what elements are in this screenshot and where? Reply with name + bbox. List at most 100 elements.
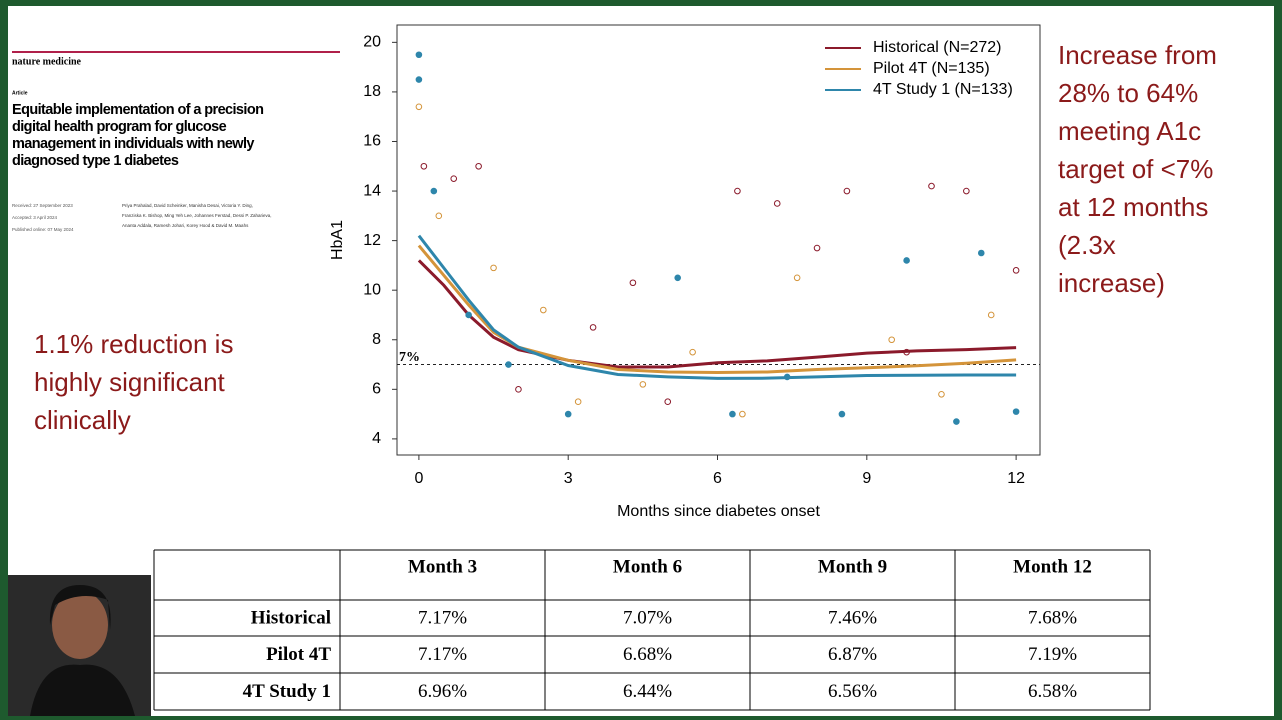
data-point [415,76,423,83]
slide-bg [8,6,1274,716]
data-point [589,324,597,331]
right-note: meeting A1c [1058,116,1201,146]
legend-label: 4T Study 1 (N=133) [873,81,1013,98]
paper-authors: Priya Prahalad, David Scheinker, Manisha… [122,203,253,208]
data-point [734,187,741,195]
x-tick-label: 9 [862,470,871,487]
trend-line [417,259,1017,369]
paper-title: digital health program for glucose [12,119,227,135]
data-point [689,348,696,356]
table-row-label: Historical [251,607,331,628]
left-note: 1.1% reduction is [34,329,233,359]
data-point [963,187,970,195]
data-point [415,51,423,59]
table-header: Month 9 [818,556,887,577]
data-point [639,381,647,388]
legend-label: Historical (N=272) [873,39,1001,56]
y-tick-label: 8 [372,331,381,348]
data-point [435,212,443,220]
data-point [843,187,851,195]
data-point [1012,267,1020,274]
trend-line [417,244,1017,374]
data-point [515,386,522,393]
data-point [629,279,637,287]
data-point [505,361,512,368]
table-cell: 7.19% [1028,644,1077,665]
x-tick-label: 3 [564,470,573,487]
speaker-body [30,664,135,716]
y-tick-label: 6 [372,381,381,398]
table-cell: 7.46% [828,607,877,628]
data-point [664,398,672,406]
data-point [987,311,995,319]
plot-frame [396,24,1041,456]
paper-title: Equitable implementation of a precision [12,102,263,118]
right-note: (2.3x [1058,230,1116,260]
y-tick-label: 14 [363,182,381,199]
y-tick-label: 20 [363,34,381,51]
table-header: Month 12 [1013,556,1092,577]
paper-date: Received: 27 September 2023 [12,203,73,208]
data-point [490,264,497,272]
x-tick-label: 6 [713,470,722,487]
table-cell: 7.68% [1028,607,1077,628]
paper-date: Accepted: 3 April 2024 [12,215,58,220]
article-kind: Article [12,90,28,96]
table-cell: 6.87% [828,644,877,665]
journal-name: nature medicine [12,56,82,67]
data-point [465,311,472,319]
right-note: target of <7% [1058,154,1213,184]
right-note: increase) [1058,268,1165,298]
data-point [1012,408,1020,415]
table-cell: 7.07% [623,607,672,628]
data-point [450,175,458,182]
y-tick-label: 16 [363,133,381,150]
paper-date: Published online: 07 May 2024 [12,227,74,232]
table-header: Month 3 [408,556,477,577]
reference-label: 7% [399,350,420,365]
table-row-label: 4T Study 1 [243,681,331,702]
data-point [739,410,746,418]
paper-title: diagnosed type 1 diabetes [12,153,179,169]
data-point [793,274,801,282]
table-cell: 7.17% [418,607,467,628]
data-point [977,249,985,257]
paper-authors: Franziska K. Bishop, Ming Yeh Lee, Johan… [122,213,272,218]
data-point [903,257,910,264]
paper-authors: Ananta Addala, Ramesh Johari, Korey Hood… [122,223,249,228]
y-axis-label: HbA1 [329,220,346,260]
table-cell: 6.56% [828,681,877,702]
data-point [953,418,960,425]
y-tick-label: 4 [372,430,381,447]
data-point [420,162,428,170]
right-note: Increase from [1058,40,1217,70]
data-point [415,103,423,111]
data-point [574,398,582,406]
data-point [838,410,846,418]
table-cell: 6.68% [623,644,672,665]
data-point [430,187,438,195]
table-cell: 6.58% [1028,681,1077,702]
table-header: Month 6 [613,556,682,577]
data-point [729,410,736,418]
data-point [813,244,821,252]
table-cell: 6.44% [623,681,672,702]
x-tick-label: 0 [414,470,423,487]
speaker-hair [49,585,111,630]
data-point [773,200,781,207]
data-point [674,274,681,282]
data-point [564,410,572,418]
right-note: 28% to 64% [1058,78,1198,108]
table-cell: 7.17% [418,644,467,665]
x-tick-label: 12 [1007,470,1025,487]
paper-title: management in individuals with newly [12,136,254,152]
data-point [540,306,547,314]
data-point [928,182,935,190]
y-tick-label: 12 [363,232,381,249]
y-tick-label: 10 [363,281,381,298]
data-point [475,162,482,170]
y-tick-label: 18 [363,83,381,100]
x-axis-label: Months since diabetes onset [617,503,820,520]
